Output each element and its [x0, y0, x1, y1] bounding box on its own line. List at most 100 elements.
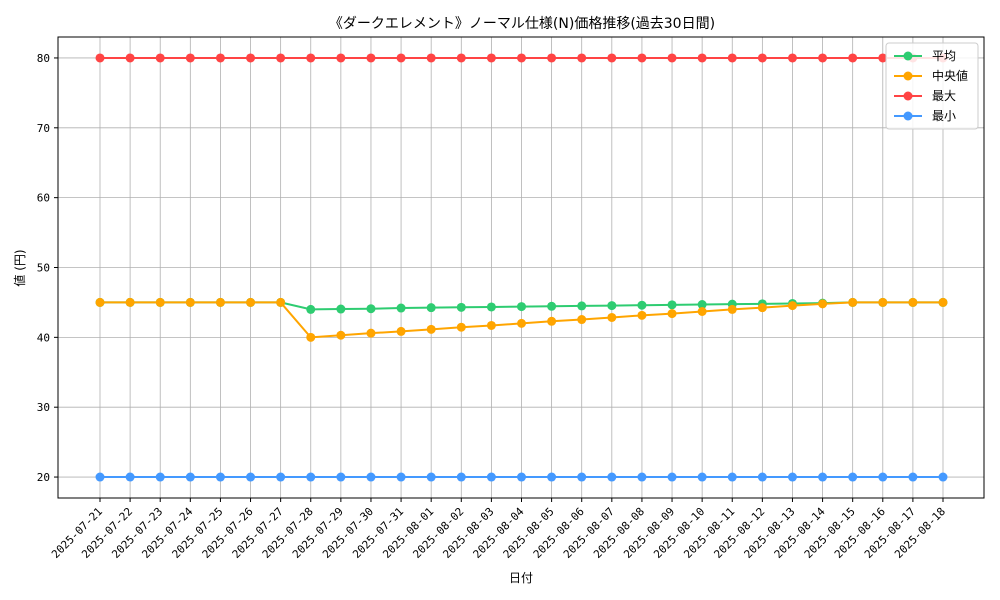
- legend-label: 最小: [932, 109, 956, 123]
- data-point: [215, 53, 225, 63]
- data-point: [848, 472, 858, 482]
- data-point: [215, 297, 225, 307]
- legend-item: 最小: [894, 109, 956, 123]
- data-point: [667, 53, 677, 63]
- data-point: [215, 472, 225, 482]
- data-point: [185, 472, 195, 482]
- data-point: [757, 472, 767, 482]
- data-point: [727, 472, 737, 482]
- legend-label: 平均: [932, 49, 956, 63]
- data-point: [787, 53, 797, 63]
- data-point: [95, 53, 105, 63]
- data-point: [306, 304, 316, 314]
- data-point: [908, 297, 918, 307]
- data-point: [486, 320, 496, 330]
- legend-marker: [903, 91, 913, 101]
- data-point: [396, 303, 406, 313]
- y-tick-label: 40: [37, 331, 50, 344]
- series-中央値: [95, 297, 948, 342]
- data-point: [426, 53, 436, 63]
- data-point: [637, 300, 647, 310]
- y-tick-label: 60: [37, 192, 50, 205]
- data-point: [577, 301, 587, 311]
- data-point: [727, 53, 737, 63]
- data-point: [125, 297, 135, 307]
- data-point: [727, 304, 737, 314]
- y-axis-ticks: 20 30 40 50 60 70 80: [37, 52, 58, 484]
- legend-label: 最大: [932, 89, 956, 103]
- data-point: [155, 53, 165, 63]
- data-point: [908, 472, 918, 482]
- data-point: [155, 297, 165, 307]
- data-point: [848, 297, 858, 307]
- data-point: [938, 472, 948, 482]
- data-point: [456, 302, 466, 312]
- data-point: [366, 304, 376, 314]
- data-point: [547, 301, 557, 311]
- data-point: [818, 53, 828, 63]
- data-point: [456, 322, 466, 332]
- data-point: [396, 326, 406, 336]
- data-point: [95, 472, 105, 482]
- data-point: [125, 472, 135, 482]
- series-最小: [95, 472, 948, 482]
- data-point: [336, 304, 346, 314]
- data-point: [366, 472, 376, 482]
- data-point: [697, 472, 707, 482]
- data-point: [486, 472, 496, 482]
- data-point: [637, 53, 647, 63]
- legend-marker: [903, 51, 913, 61]
- data-point: [697, 307, 707, 317]
- data-point: [276, 297, 286, 307]
- data-point: [336, 330, 346, 340]
- y-axis-label: 値 (円): [12, 249, 27, 286]
- data-point: [547, 53, 557, 63]
- data-point: [878, 53, 888, 63]
- data-point: [637, 472, 647, 482]
- data-point: [757, 303, 767, 313]
- data-point: [667, 472, 677, 482]
- data-point: [757, 53, 767, 63]
- data-point: [426, 324, 436, 334]
- data-point: [276, 472, 286, 482]
- data-point: [517, 302, 526, 312]
- data-point: [185, 53, 195, 63]
- data-point: [787, 472, 797, 482]
- data-point: [547, 316, 557, 326]
- data-point: [607, 472, 617, 482]
- data-point: [517, 53, 526, 63]
- data-point: [517, 472, 526, 482]
- data-point: [306, 472, 316, 482]
- data-point: [607, 53, 617, 63]
- data-point: [95, 297, 105, 307]
- x-axis-label: 日付: [509, 571, 533, 585]
- legend-item: 平均: [894, 49, 956, 63]
- data-point: [396, 472, 406, 482]
- data-point: [246, 297, 256, 307]
- data-point: [787, 301, 797, 311]
- y-tick-label: 80: [37, 52, 50, 65]
- data-point: [456, 472, 466, 482]
- data-point: [486, 53, 496, 63]
- data-point: [697, 53, 707, 63]
- data-point: [637, 310, 647, 320]
- data-point: [276, 53, 286, 63]
- data-point: [607, 301, 617, 311]
- chart-title: 《ダークエレメント》ノーマル仕様(N)価格推移(過去30日間): [329, 16, 715, 32]
- data-point: [878, 472, 888, 482]
- data-point: [366, 328, 376, 338]
- y-tick-label: 50: [37, 262, 50, 275]
- series-最大: [95, 53, 948, 63]
- data-point: [306, 53, 316, 63]
- data-point: [577, 53, 587, 63]
- legend-box: [885, 42, 979, 130]
- grid-lines: [58, 37, 984, 498]
- data-point: [517, 318, 526, 328]
- data-point: [938, 297, 948, 307]
- data-point: [125, 53, 135, 63]
- legend-label: 中央値: [932, 68, 968, 83]
- data-point: [818, 472, 828, 482]
- data-point: [246, 472, 256, 482]
- data-point: [667, 309, 677, 319]
